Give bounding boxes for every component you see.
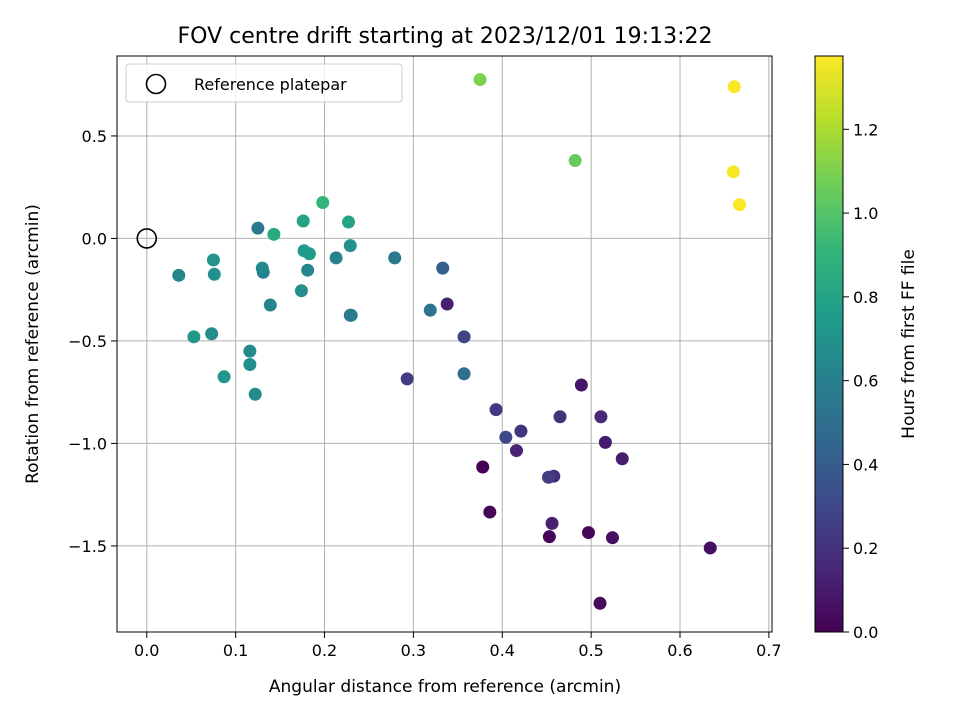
y-axis-ticks: 0.5 0.0 −0.5 −1.0 −1.5 <box>68 127 117 556</box>
colorbar: 0.0 0.2 0.4 0.6 0.8 1.0 1.2 Hours from first F… <box>814 55 919 642</box>
data-point <box>473 73 487 87</box>
data-point <box>541 470 555 484</box>
data-point <box>243 344 257 358</box>
colorbar-fill <box>815 56 843 632</box>
x-tick-label: 0.6 <box>667 641 692 660</box>
grid-lines <box>117 56 772 632</box>
data-point <box>440 297 454 311</box>
colorbar-ticks: 0.0 0.2 0.4 0.6 0.8 1.0 1.2 <box>843 120 878 642</box>
data-point <box>542 530 556 544</box>
data-point <box>251 221 265 235</box>
x-axis-ticks: 0.0 0.1 0.2 0.3 0.4 0.5 0.6 0.7 <box>134 632 782 660</box>
x-tick-label: 0.2 <box>312 641 337 660</box>
data-point <box>436 261 450 275</box>
data-point <box>568 154 582 168</box>
chart-title: FOV centre drift starting at 2023/12/01 … <box>178 24 713 49</box>
reference-marker-group <box>136 228 158 249</box>
data-point <box>263 298 277 312</box>
data-point <box>423 303 437 317</box>
data-point <box>594 410 608 424</box>
data-point <box>316 196 330 210</box>
data-point <box>400 372 414 386</box>
colorbar-frame <box>814 55 844 633</box>
data-point <box>301 263 315 277</box>
x-tick-label: 0.5 <box>578 641 603 660</box>
data-point <box>509 444 523 458</box>
legend-box <box>125 63 403 103</box>
y-tick-label: 0.0 <box>82 229 107 248</box>
data-point <box>248 387 262 401</box>
colorbar-tick-label: 0.6 <box>853 372 878 391</box>
data-point <box>388 251 402 265</box>
x-tick-label: 0.1 <box>223 641 248 660</box>
data-point <box>726 165 740 179</box>
x-tick-label: 0.0 <box>134 641 159 660</box>
x-tick-label: 0.4 <box>490 641 515 660</box>
colorbar-tick-label: 0.4 <box>853 455 878 474</box>
reference-platepar-marker <box>136 228 158 249</box>
y-tick-label: 0.5 <box>82 127 107 146</box>
colorbar-tick-label: 0.8 <box>853 288 878 307</box>
data-point <box>206 253 220 267</box>
legend-label: Reference platepar <box>194 75 347 94</box>
data-point <box>329 251 343 265</box>
data-point <box>187 330 201 344</box>
data-point <box>217 370 231 384</box>
legend-marker-icon <box>145 73 167 95</box>
data-point <box>574 378 588 392</box>
data-point <box>172 268 186 282</box>
data-point <box>267 227 281 241</box>
data-point <box>476 460 490 474</box>
colorbar-tick-label: 0.0 <box>853 623 878 642</box>
data-point <box>294 284 308 298</box>
data-point <box>205 327 219 341</box>
colorbar-label: Hours from first FF file <box>899 249 919 439</box>
plot-frame <box>116 55 773 633</box>
data-point <box>243 357 257 371</box>
x-tick-label: 0.3 <box>401 641 426 660</box>
data-point <box>593 596 607 610</box>
data-point <box>514 424 528 438</box>
data-point <box>545 516 559 530</box>
data-point <box>255 261 269 275</box>
colorbar-tick-label: 0.2 <box>853 539 878 558</box>
data-point <box>343 239 357 253</box>
y-tick-label: −1.5 <box>68 537 107 556</box>
data-point <box>553 410 567 424</box>
data-point <box>703 541 717 555</box>
data-point <box>296 214 310 228</box>
y-axis-label: Rotation from reference (arcmin) <box>23 204 43 484</box>
data-point <box>457 330 471 344</box>
data-point <box>499 430 513 444</box>
data-point <box>733 198 747 212</box>
data-point <box>727 80 741 94</box>
y-tick-label: −0.5 <box>68 332 107 351</box>
data-point <box>483 505 497 519</box>
data-point <box>342 215 356 229</box>
data-point <box>581 526 595 540</box>
x-tick-label: 0.7 <box>756 641 781 660</box>
data-points <box>172 73 747 610</box>
data-point <box>615 452 629 466</box>
colorbar-tick-label: 1.2 <box>853 120 878 139</box>
data-point <box>302 247 316 261</box>
y-tick-label: −1.0 <box>68 434 107 453</box>
data-point <box>457 367 471 381</box>
data-point <box>207 267 221 281</box>
legend: Reference platepar <box>125 63 403 103</box>
data-point <box>598 435 612 449</box>
x-axis-label: Angular distance from reference (arcmin) <box>269 677 621 697</box>
colorbar-tick-label: 1.0 <box>853 204 878 223</box>
data-point <box>605 531 619 545</box>
data-point <box>344 308 358 322</box>
data-point <box>489 403 503 417</box>
